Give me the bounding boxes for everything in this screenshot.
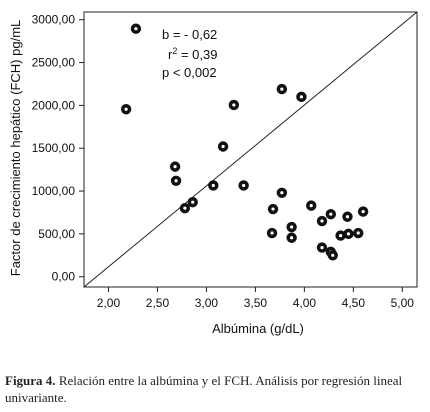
data-point [238, 180, 249, 191]
r2-exponent: 2 [172, 46, 177, 56]
data-point [228, 99, 240, 111]
data-point-center [134, 27, 138, 31]
data-point [266, 227, 278, 239]
scatter-chart: 2,00 2,50 3,00 3,50 4,00 4,50 5,00 0,00 500,00 1… [8, 11, 418, 336]
y-tick-label: 2500,00 [32, 56, 76, 70]
data-point-center [299, 95, 304, 99]
x-tick-label: 5,00 [391, 296, 415, 310]
x-axis: 2,00 2,50 3,00 3,50 4,00 4,50 5,00 [97, 287, 415, 310]
x-tick-label: 4,00 [293, 296, 317, 310]
data-point-center [221, 144, 225, 149]
y-tick-label: 0,00 [52, 270, 76, 284]
y-tick-label: 500,00 [38, 227, 75, 241]
data-point [130, 23, 142, 34]
figure-caption: Figura 4. Relación entre la albúmina y e… [5, 372, 427, 406]
stats-annotation: b = - 0,62 r2 = 0,39 p < 0,002 [162, 27, 217, 80]
r2-annotation: r2 = 0,39 [168, 46, 217, 62]
slope-annotation: b = - 0,62 [162, 27, 217, 42]
data-point [286, 221, 297, 233]
data-point [335, 230, 346, 241]
x-tick-label: 2,50 [146, 296, 170, 310]
data-point-center [232, 103, 236, 107]
data-point-center [361, 210, 365, 214]
x-tick-label: 3,00 [195, 296, 219, 310]
y-tick-label: 1000,00 [32, 184, 76, 198]
data-point [267, 203, 279, 215]
y-tick-label: 3000,00 [32, 13, 76, 27]
y-tick-label: 1500,00 [32, 141, 76, 155]
data-point [296, 91, 307, 103]
data-point-center [309, 204, 313, 208]
data-point-center [290, 236, 294, 240]
data-point-center [280, 87, 284, 91]
x-tick-label: 4,50 [342, 296, 366, 310]
x-tick-label: 2,00 [97, 296, 121, 310]
caption-label: Figura 4. [5, 373, 56, 388]
data-point [169, 161, 181, 172]
data-point [179, 202, 191, 214]
data-point-center [346, 232, 351, 236]
y-axis: 0,00 500,00 1000,00 1500,00 2000,00 2500,00 30… [32, 13, 84, 284]
data-point [357, 206, 369, 217]
data-point [353, 227, 364, 239]
data-point [325, 208, 337, 220]
data-point-center [124, 107, 128, 111]
data-point [276, 83, 288, 95]
data-points [120, 23, 369, 261]
plot-frame [83, 11, 418, 288]
data-point-center [290, 225, 294, 229]
data-point [276, 187, 288, 198]
data-point [187, 196, 198, 208]
data-point [170, 175, 182, 186]
r2-r: r [168, 47, 173, 62]
data-point-center [345, 215, 350, 219]
data-point-center [356, 231, 360, 235]
data-point-center [173, 165, 177, 169]
data-point [217, 141, 229, 152]
y-tick-label: 2000,00 [32, 98, 76, 112]
x-tick-label: 3,50 [244, 296, 268, 310]
data-point [343, 228, 354, 240]
data-point [327, 250, 338, 261]
data-point-center [191, 200, 195, 204]
data-point [316, 242, 328, 253]
data-point-center [329, 212, 333, 216]
reference-line [83, 11, 418, 288]
data-point-center [183, 206, 187, 210]
caption-text: Relación entre la albúmina y el FCH. Aná… [5, 373, 403, 405]
data-point-center [331, 253, 335, 257]
data-point-center [320, 219, 324, 223]
data-point [342, 211, 353, 222]
data-point-center [320, 245, 324, 250]
p-value-annotation: p < 0,002 [162, 65, 217, 80]
data-point [306, 200, 317, 211]
x-axis-title: Albúmina (g/dL) [212, 321, 304, 336]
data-point-center [211, 183, 215, 188]
data-point-center [242, 183, 246, 188]
data-point [120, 104, 132, 115]
data-point-center [270, 231, 274, 235]
data-point [286, 232, 297, 243]
r2-value: = 0,39 [177, 47, 217, 62]
scatter-figure: 2,00 2,50 3,00 3,50 4,00 4,50 5,00 0,00 500,00 1… [8, 11, 418, 336]
y-axis-title: Factor de crecimiento hepático (FCH) pg/… [8, 20, 23, 276]
data-point-center [271, 207, 275, 211]
data-point-center [339, 233, 343, 238]
data-point [208, 180, 219, 191]
data-point [316, 215, 328, 227]
data-point-center [174, 179, 178, 183]
reference-line-layer [83, 11, 418, 288]
data-point-center [280, 191, 284, 195]
